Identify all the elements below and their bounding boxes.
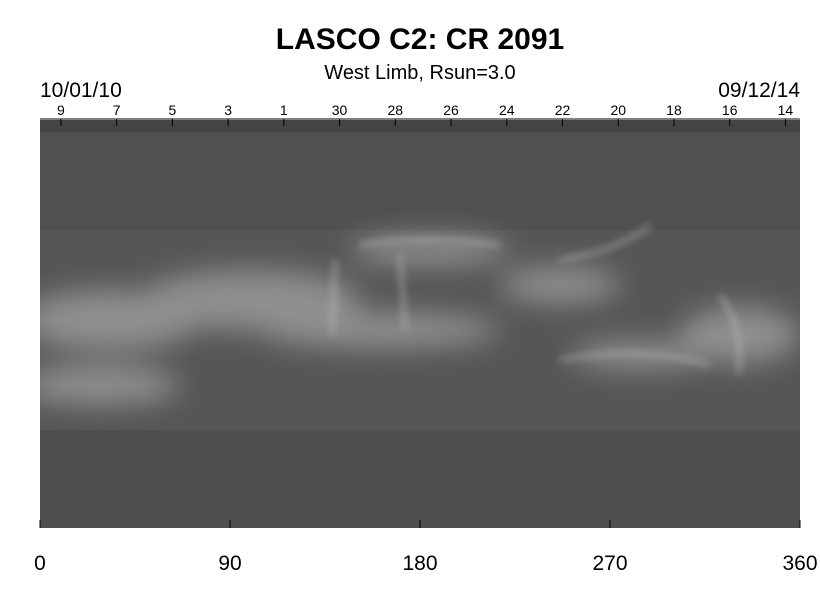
chart-title: LASCO C2: CR 2091	[276, 23, 564, 56]
top-tick-label: 30	[332, 102, 348, 118]
top-tick-label: 5	[168, 102, 176, 118]
map-image	[40, 120, 800, 528]
x-tick-label: 180	[402, 552, 437, 575]
top-tick-label: 18	[666, 102, 682, 118]
top-tick-label: 20	[610, 102, 626, 118]
top-tick-label: 16	[722, 102, 738, 118]
top-tick-label: 9	[57, 102, 65, 118]
end-date: 09/12/14	[718, 79, 800, 102]
x-tick-label: 0	[34, 552, 46, 575]
top-tick-label: 22	[555, 102, 571, 118]
top-tick-label: 14	[778, 102, 794, 118]
top-tick-label: 28	[388, 102, 404, 118]
x-tick-label: 90	[218, 552, 241, 575]
top-tick-label: 24	[499, 102, 515, 118]
chart-subtitle: West Limb, Rsun=3.0	[324, 62, 515, 84]
x-tick-label: 270	[592, 552, 627, 575]
x-tick-label: 360	[782, 552, 817, 575]
top-tick-label: 7	[113, 102, 121, 118]
top-tick-label: 1	[280, 102, 288, 118]
start-date: 10/01/10	[40, 79, 122, 102]
top-tick-label: 26	[443, 102, 459, 118]
top-tick-label: 3	[224, 102, 232, 118]
